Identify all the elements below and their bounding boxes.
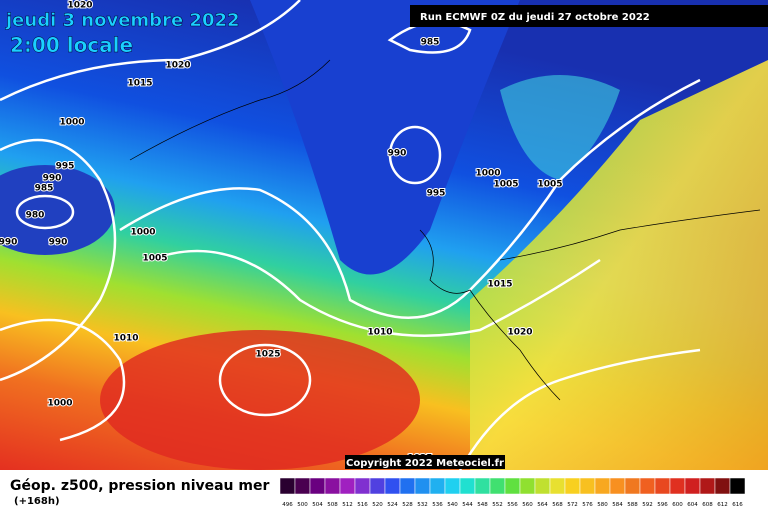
scale-swatch bbox=[624, 477, 641, 495]
scale-label: 496 bbox=[282, 502, 293, 508]
scale-swatch bbox=[429, 477, 446, 495]
isobar-label: 1015 bbox=[487, 280, 512, 290]
scale-swatch bbox=[279, 477, 296, 495]
scale-label: 552 bbox=[492, 502, 503, 508]
scale-label: 604 bbox=[687, 502, 698, 508]
isobars bbox=[0, 0, 700, 470]
scale-label: 516 bbox=[357, 502, 368, 508]
scale-swatch bbox=[369, 477, 386, 495]
copyright: Copyright 2022 Meteociel.fr bbox=[346, 458, 504, 469]
scale-label: 548 bbox=[477, 502, 488, 508]
isobar-label: 1010 bbox=[113, 334, 138, 344]
scale-label: 560 bbox=[522, 502, 533, 508]
scale-label: 616 bbox=[732, 502, 743, 508]
scale-label: 532 bbox=[417, 502, 428, 508]
isobar-label: 990 bbox=[388, 149, 407, 159]
scale-swatch bbox=[474, 477, 491, 495]
isobar-label: 1000 bbox=[130, 228, 155, 238]
scale-swatch bbox=[294, 477, 311, 495]
scale-label: 600 bbox=[672, 502, 683, 508]
isobar-label: 990 bbox=[49, 238, 68, 248]
scale-label: 564 bbox=[537, 502, 548, 508]
isobar-label: 1000 bbox=[47, 399, 72, 409]
scale-label: 572 bbox=[567, 502, 578, 508]
scale-label: 556 bbox=[507, 502, 518, 508]
scale-label: 544 bbox=[462, 502, 473, 508]
isobar-label: 985 bbox=[35, 184, 54, 194]
isobar-label: 995 bbox=[427, 189, 446, 199]
legend-lead: (+168h) bbox=[14, 496, 60, 507]
isobar-label: 1020 bbox=[165, 61, 190, 71]
isobar-label: 1025 bbox=[255, 350, 280, 360]
scale-swatch bbox=[594, 477, 611, 495]
scale-label: 592 bbox=[642, 502, 653, 508]
scale-label: 524 bbox=[387, 502, 398, 508]
date-title: jeudi 3 novembre 2022 bbox=[5, 10, 240, 31]
scale-swatch bbox=[579, 477, 596, 495]
time-title: 2:00 locale bbox=[10, 33, 133, 57]
scale-label: 580 bbox=[597, 502, 608, 508]
scale-swatch bbox=[414, 477, 431, 495]
scale-label: 504 bbox=[312, 502, 323, 508]
scale-swatch bbox=[384, 477, 401, 495]
scale-label: 576 bbox=[582, 502, 593, 508]
scale-swatch bbox=[639, 477, 656, 495]
isobar-label: 985 bbox=[421, 38, 440, 48]
scale-swatch bbox=[654, 477, 671, 495]
isobar-label: 1005 bbox=[493, 180, 518, 190]
isobar-label: 990 bbox=[0, 238, 17, 248]
scale-swatch bbox=[699, 477, 716, 495]
scale-label: 536 bbox=[432, 502, 443, 508]
scale-swatch bbox=[444, 477, 461, 495]
scale-swatch bbox=[729, 477, 746, 495]
isobar-label: 1010 bbox=[367, 328, 392, 338]
scale-swatch bbox=[489, 477, 506, 495]
isobar-label: 1020 bbox=[507, 328, 532, 338]
scale-label: 500 bbox=[297, 502, 308, 508]
scale-label: 528 bbox=[402, 502, 413, 508]
isobar-label: 1005 bbox=[537, 180, 562, 190]
scale-label: 608 bbox=[702, 502, 713, 508]
scale-swatch bbox=[519, 477, 536, 495]
coastlines bbox=[129, 59, 761, 401]
scale-swatch bbox=[609, 477, 626, 495]
scale-swatch bbox=[459, 477, 476, 495]
isobar-label: 990 bbox=[43, 174, 62, 184]
legend-title: Géop. z500, pression niveau mer bbox=[10, 478, 269, 494]
scale-swatch bbox=[669, 477, 686, 495]
isobar-label: 1000 bbox=[475, 169, 500, 179]
scale-label: 508 bbox=[327, 502, 338, 508]
copyright-box bbox=[345, 455, 505, 469]
scale-label: 588 bbox=[627, 502, 638, 508]
isobar-label: 1000 bbox=[59, 118, 84, 128]
isobar-label: 1020 bbox=[67, 1, 92, 11]
isobar-label: 995 bbox=[56, 162, 75, 172]
scale-swatch bbox=[399, 477, 416, 495]
scale-swatch bbox=[339, 477, 356, 495]
run-box bbox=[410, 5, 768, 27]
scale-swatch bbox=[324, 477, 341, 495]
scale-swatch bbox=[504, 477, 521, 495]
scale-swatch bbox=[354, 477, 371, 495]
scale-label: 612 bbox=[717, 502, 728, 508]
scale-swatch bbox=[549, 477, 566, 495]
field bbox=[0, 0, 768, 470]
isobar-label: 980 bbox=[26, 211, 45, 221]
scale-swatch bbox=[309, 477, 326, 495]
scale-swatch bbox=[564, 477, 581, 495]
scale-label: 584 bbox=[612, 502, 623, 508]
scale-label: 568 bbox=[552, 502, 563, 508]
scale-label: 512 bbox=[342, 502, 353, 508]
scale-swatch bbox=[534, 477, 551, 495]
scale-label: 596 bbox=[657, 502, 668, 508]
scale-label: 520 bbox=[372, 502, 383, 508]
isobar-label: 1005 bbox=[142, 254, 167, 264]
isobar-label: 1015 bbox=[127, 79, 152, 89]
scale-swatch bbox=[714, 477, 731, 495]
run-info: Run ECMWF 0Z du jeudi 27 octobre 2022 bbox=[420, 12, 650, 23]
scale-label: 540 bbox=[447, 502, 458, 508]
scale-swatch bbox=[684, 477, 701, 495]
color-scale: 496 500 504 508 512 516 520 524 528 532 536 540 544 5… bbox=[279, 477, 746, 508]
